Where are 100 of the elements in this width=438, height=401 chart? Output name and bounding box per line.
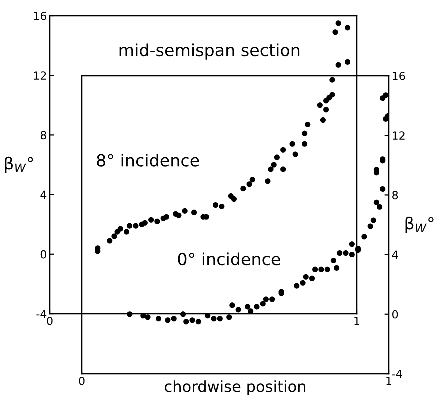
text: mid-semispan section — [120, 44, 300, 60]
point — [190, 318, 196, 324]
point — [205, 313, 211, 319]
y-axis-title: β$_{W}$° — [406, 216, 434, 234]
point — [265, 178, 271, 184]
point — [107, 238, 113, 244]
annotation: 8° incidence — [97, 154, 200, 167]
point — [312, 266, 318, 272]
point — [330, 77, 336, 83]
point — [260, 301, 266, 307]
point — [254, 304, 260, 310]
point — [192, 210, 198, 216]
point — [154, 218, 160, 224]
point — [330, 92, 336, 98]
y-tick-label: -4 — [36, 310, 47, 318]
point — [182, 208, 188, 214]
point — [140, 313, 146, 319]
point — [196, 319, 202, 325]
point — [380, 186, 386, 192]
point — [240, 186, 246, 192]
point — [271, 162, 277, 168]
point — [118, 226, 124, 232]
point — [302, 141, 308, 147]
point — [302, 130, 308, 136]
point — [280, 166, 286, 172]
point — [336, 20, 342, 26]
x-tick-label: 1 — [386, 377, 392, 386]
point — [309, 276, 316, 282]
point — [349, 242, 355, 248]
point — [245, 304, 251, 310]
point — [280, 147, 286, 153]
point — [270, 296, 276, 302]
point — [324, 266, 330, 272]
point — [274, 154, 280, 160]
point — [336, 62, 342, 68]
point — [318, 266, 324, 272]
y-tick-label: 8 — [40, 131, 46, 140]
point — [290, 141, 296, 147]
point — [374, 200, 380, 206]
point — [211, 316, 217, 322]
point — [124, 229, 130, 235]
point — [250, 177, 256, 183]
point — [145, 314, 151, 320]
point — [219, 204, 225, 210]
point — [184, 319, 190, 325]
point — [164, 214, 170, 220]
y-tick-label: 8 — [392, 191, 398, 200]
point — [156, 316, 162, 322]
point — [300, 280, 306, 286]
point — [230, 302, 236, 308]
y-tick-label: 4 — [392, 250, 398, 260]
point — [343, 250, 349, 256]
annotation: 0° incidence — [178, 252, 280, 266]
point — [345, 25, 351, 31]
point — [294, 283, 300, 289]
point — [236, 307, 242, 313]
point — [263, 296, 269, 302]
y-tick-label: -4 — [392, 370, 402, 378]
y-tick-label: 0 — [40, 250, 46, 259]
point — [127, 223, 133, 229]
point — [148, 217, 154, 223]
point — [349, 252, 355, 258]
point — [165, 318, 171, 324]
point — [303, 274, 309, 280]
point — [337, 250, 343, 256]
point — [324, 107, 330, 113]
point — [383, 92, 389, 98]
point — [383, 116, 389, 122]
point — [231, 196, 237, 202]
point — [180, 312, 186, 318]
point — [112, 234, 118, 240]
point — [268, 166, 274, 172]
y-tick-label: 16 — [34, 12, 47, 20]
point — [370, 218, 376, 224]
y-tick-label: 12 — [34, 72, 46, 80]
y-tick-label: 4 — [40, 190, 47, 200]
point — [142, 220, 148, 226]
y-tick-label: 0 — [392, 310, 398, 319]
point — [305, 122, 311, 128]
point — [368, 224, 374, 230]
x-tick-label: 1 — [354, 317, 360, 326]
point — [226, 314, 232, 320]
point — [334, 265, 340, 271]
point — [133, 223, 139, 229]
y-tick-label: 12 — [393, 132, 405, 140]
point — [345, 59, 351, 65]
point — [330, 258, 337, 264]
point — [362, 234, 368, 240]
point — [246, 182, 252, 188]
point — [127, 312, 133, 318]
y-tick-label: 16 — [393, 72, 406, 80]
point — [377, 204, 383, 210]
point — [217, 316, 223, 322]
point — [320, 118, 326, 124]
point — [317, 102, 323, 108]
point — [292, 152, 298, 158]
x-axis-title: chordwise position — [165, 380, 306, 396]
y-axis-title: β$_{W}$° — [5, 156, 34, 174]
point — [171, 316, 177, 322]
point — [213, 202, 219, 208]
